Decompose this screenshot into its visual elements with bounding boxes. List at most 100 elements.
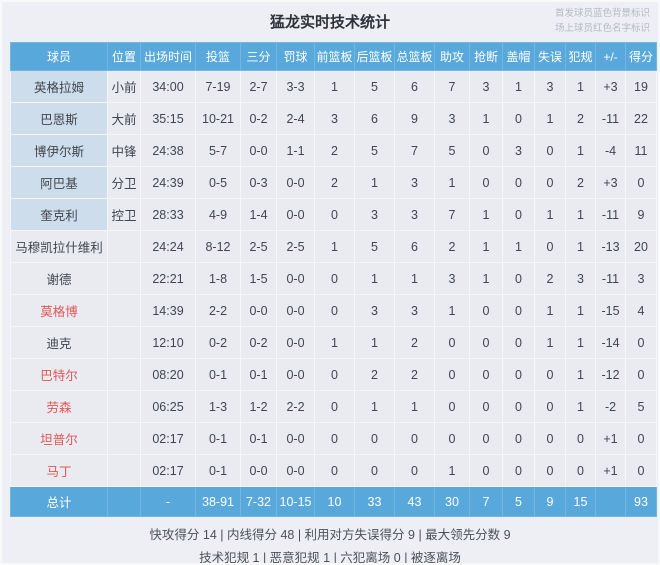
cell-tov: 0 (534, 390, 566, 423)
cell-tp: 1-2 (240, 390, 277, 423)
column-header-pm: +/- (595, 42, 626, 71)
table-row: 莫格博 14:39 2-2 0-0 0-0 0 3 3 1 0 0 1 1 -15 4 (10, 294, 657, 327)
table-row: 奎克利 控卫 28:33 4-9 1-4 0-0 0 3 3 7 1 0 1 1 -11 9 (10, 198, 657, 231)
cell-oreb: 0 (314, 358, 355, 391)
cell-pm: +1 (595, 422, 626, 455)
cell-dreb: 3 (354, 294, 395, 327)
column-header-time: 出场时间 (140, 42, 196, 71)
cell-oreb: 3 (314, 102, 355, 135)
header-row: 球员 位置 出场时间 投篮 三分 罚球 前篮板 后篮板 总篮板 助攻 抢断 盖帽 失误 犯规 +/- 得分 (10, 42, 657, 71)
cell-dreb: 6 (354, 102, 395, 135)
cell-ft: 0-0 (276, 454, 315, 487)
cell-dreb: 5 (354, 230, 395, 263)
total-cell-time: - (140, 486, 196, 517)
cell-blk: 0 (502, 102, 535, 135)
cell-oreb: 0 (314, 390, 355, 423)
cell-time: 35:15 (140, 102, 196, 135)
cell-pts: 4 (625, 294, 657, 327)
table-row: 迪克 12:10 0-2 0-2 0-0 1 1 2 0 0 0 1 1 -14 0 (10, 326, 657, 359)
total-cell-treb: 43 (394, 486, 435, 517)
cell-pf: 0 (565, 454, 596, 487)
cell-time: 02:17 (140, 454, 196, 487)
cell-ast: 0 (434, 422, 470, 455)
column-header-oreb: 前篮板 (314, 42, 355, 71)
cell-fg: 1-3 (195, 390, 241, 423)
cell-treb: 2 (394, 326, 435, 359)
cell-dreb: 5 (354, 134, 395, 167)
cell-time: 22:21 (140, 262, 196, 295)
cell-stl: 0 (469, 390, 503, 423)
table-row: 马丁 02:17 0-1 0-0 0-0 0 0 0 1 0 0 0 0 +1 0 (10, 454, 657, 487)
cell-stl: 0 (469, 422, 503, 455)
cell-ft: 2-4 (276, 102, 315, 135)
total-cell-oreb: 10 (314, 486, 355, 517)
column-header-dreb: 后篮板 (354, 42, 395, 71)
cell-pf: 2 (565, 102, 596, 135)
cell-pm: -2 (595, 390, 626, 423)
cell-blk: 0 (502, 422, 535, 455)
total-cell-fg: 38-91 (195, 486, 241, 517)
cell-player: 奎克利 (10, 198, 108, 231)
cell-player: 劳森 (10, 390, 108, 423)
cell-treb: 1 (394, 262, 435, 295)
cell-treb: 7 (394, 134, 435, 167)
column-header-fg: 投篮 (195, 42, 241, 71)
cell-pts: 0 (625, 358, 657, 391)
legend-starter-note: 首发球员蓝色背景标识 (554, 8, 650, 19)
cell-stl: 0 (469, 326, 503, 359)
cell-tov: 1 (534, 198, 566, 231)
cell-tp: 2-5 (240, 230, 277, 263)
cell-ft: 0-0 (276, 326, 315, 359)
cell-tp: 0-0 (240, 454, 277, 487)
column-header-pts: 得分 (625, 42, 657, 71)
cell-ast: 1 (434, 294, 470, 327)
cell-pm: -4 (595, 134, 626, 167)
cell-blk: 0 (502, 390, 535, 423)
cell-time: 08:20 (140, 358, 196, 391)
cell-stl: 0 (469, 294, 503, 327)
cell-pf: 1 (565, 230, 596, 263)
total-cell-ft: 10-15 (276, 486, 315, 517)
cell-oreb: 0 (314, 422, 355, 455)
cell-tp: 0-2 (240, 326, 277, 359)
cell-treb: 6 (394, 230, 435, 263)
cell-oreb: 0 (314, 198, 355, 231)
cell-ft: 0-0 (276, 358, 315, 391)
cell-pm: +3 (595, 166, 626, 199)
table-row: 劳森 06:25 1-3 1-2 2-2 0 1 1 0 0 0 0 1 -2 5 (10, 390, 657, 423)
cell-stl: 1 (469, 102, 503, 135)
cell-ft: 0-0 (276, 166, 315, 199)
cell-tp: 0-0 (240, 294, 277, 327)
cell-pm: -11 (595, 262, 626, 295)
cell-stl: 0 (469, 358, 503, 391)
total-row: 总计 -38-91 7-32 10-15 10 33 43 30 7 5 9 15 93 (10, 486, 657, 517)
cell-pf: 1 (565, 358, 596, 391)
cell-time: 24:24 (140, 230, 196, 263)
total-cell-blk: 5 (502, 486, 535, 517)
cell-pf: 1 (565, 326, 596, 359)
cell-pts: 9 (625, 198, 657, 231)
cell-pos: 小前 (107, 70, 141, 103)
cell-stl: 1 (469, 198, 503, 231)
column-header-treb: 总篮板 (394, 42, 435, 71)
cell-pm: -11 (595, 102, 626, 135)
cell-pm: +3 (595, 70, 626, 103)
cell-fg: 10-21 (195, 102, 241, 135)
cell-stl: 3 (469, 70, 503, 103)
cell-pts: 0 (625, 454, 657, 487)
cell-blk: 3 (502, 134, 535, 167)
cell-oreb: 1 (314, 70, 355, 103)
cell-tp: 0-3 (240, 166, 277, 199)
cell-ast: 0 (434, 390, 470, 423)
cell-pos (107, 358, 141, 391)
cell-ast: 7 (434, 198, 470, 231)
cell-pos: 控卫 (107, 198, 141, 231)
cell-dreb: 1 (354, 262, 395, 295)
cell-tp: 0-0 (240, 134, 277, 167)
cell-player: 博伊尔斯 (10, 134, 108, 167)
cell-time: 14:39 (140, 294, 196, 327)
cell-player: 谢德 (10, 262, 108, 295)
cell-ft: 0-0 (276, 294, 315, 327)
cell-fg: 2-2 (195, 294, 241, 327)
